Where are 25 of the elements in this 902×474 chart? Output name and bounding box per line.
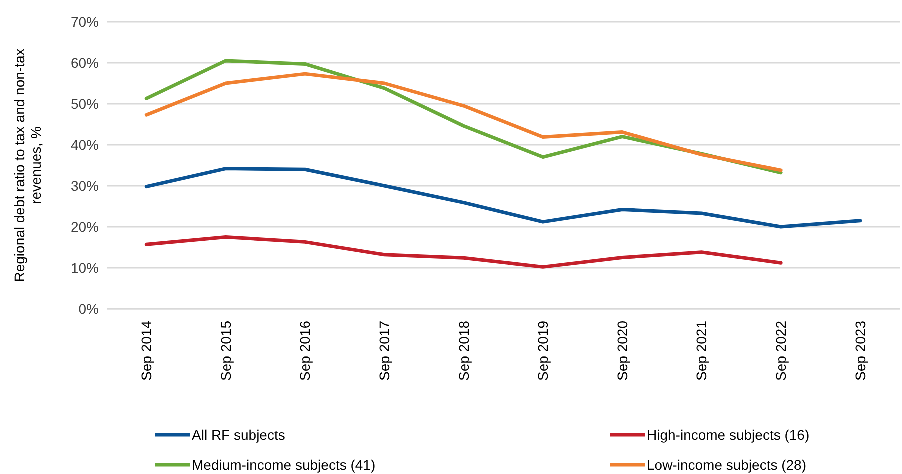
y-tick-label: 60% [70, 54, 99, 71]
x-tick-label: Sep 2020 [614, 320, 630, 381]
y-tick-label: 20% [70, 218, 99, 235]
legend-label: Medium-income subjects (41) [192, 456, 376, 473]
x-tick-label: Sep 2021 [694, 320, 710, 381]
x-tick-label: Sep 2023 [852, 320, 868, 381]
x-tick-label: Sep 2014 [138, 320, 155, 381]
x-tick-label: Sep 2017 [376, 320, 392, 381]
y-tick-label: 40% [70, 136, 99, 153]
y-axis-title: Regional debt ratio to tax and non-tax revenues, % [11, 48, 44, 282]
line-series [144, 167, 862, 229]
legend-label: Low-income subjects (28) [647, 456, 807, 473]
x-tick-label: Sep 2015 [218, 320, 234, 381]
y-tick-label: 70% [70, 14, 99, 30]
legend-label: All RF subjects [192, 426, 286, 443]
y-tick-label: 10% [70, 260, 99, 276]
x-tick-label: Sep 2018 [456, 320, 472, 381]
legend-label: High-income subjects (16) [647, 426, 810, 443]
x-tick-label: Sep 2019 [535, 320, 552, 381]
line-series [144, 236, 783, 269]
y-tick-label: 0% [78, 300, 99, 317]
x-tick-label: Sep 2022 [772, 320, 789, 381]
y-tick-label: 50% [70, 96, 99, 112]
x-tick-label: Sep 2016 [297, 320, 314, 381]
y-tick-label: 30% [70, 178, 99, 194]
